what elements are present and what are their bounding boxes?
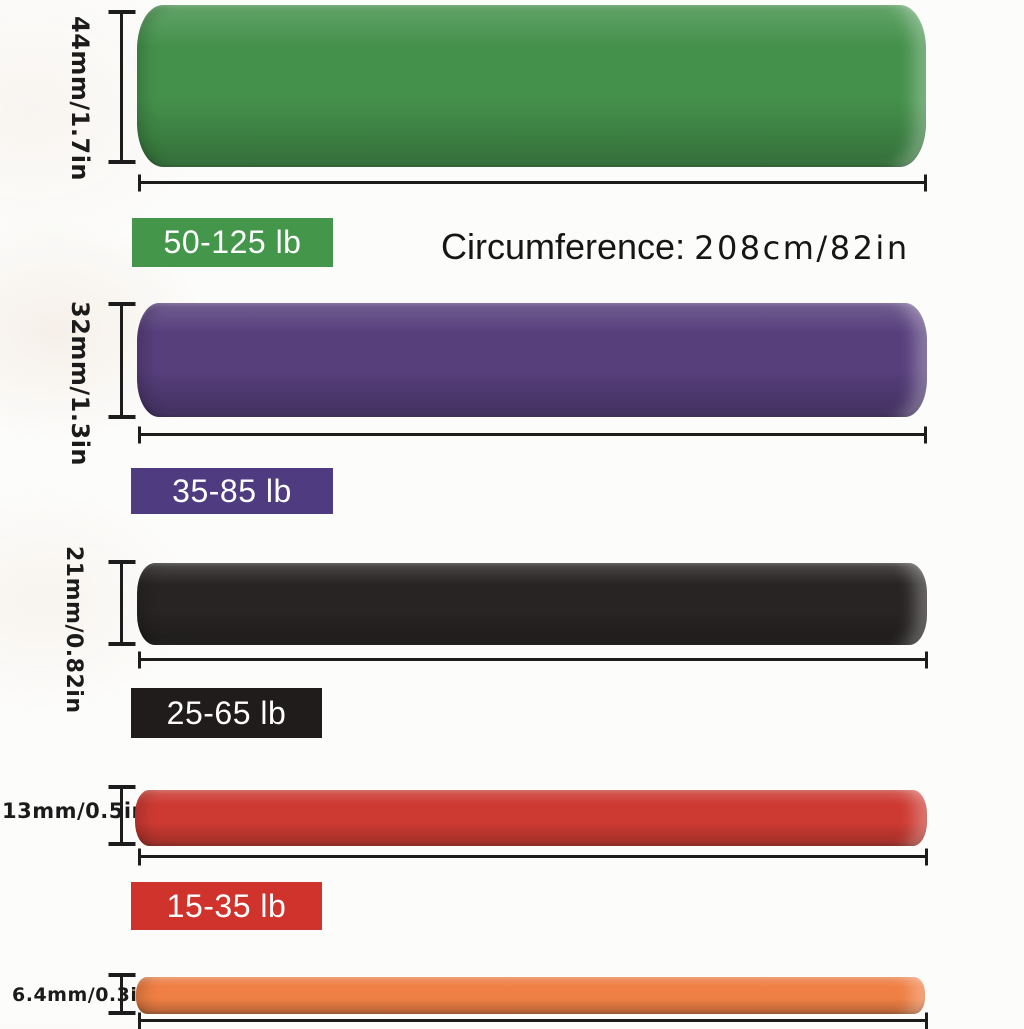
resistance-badge-purple: 35-85 lb <box>131 468 333 514</box>
width-dimension-line-orange <box>120 975 123 1013</box>
width-label-green: 44mm/1.7in <box>66 16 94 182</box>
band-orange <box>136 977 925 1014</box>
length-dimension-line-orange <box>138 1019 928 1022</box>
circumference-caption: Circumference: 208cm/82in <box>441 226 910 268</box>
width-dimension-line-black <box>120 562 123 644</box>
band-green <box>137 5 926 167</box>
resistance-badge-green: 50-125 lb <box>132 218 333 267</box>
band-black <box>137 563 927 645</box>
length-dimension-line-red <box>138 855 928 858</box>
width-dimension-line-green <box>120 12 123 162</box>
band-purple <box>137 303 927 417</box>
circumference-value: 208cm/82in <box>694 229 910 267</box>
length-dimension-line-green <box>138 181 927 184</box>
width-label-orange: 6.4mm/0.3in <box>12 984 152 1006</box>
length-dimension-line-black <box>138 658 928 661</box>
width-label-purple: 32mm/1.3in <box>66 301 94 467</box>
band-red <box>135 790 927 846</box>
width-label-red: 13mm/0.5in <box>2 799 148 823</box>
width-dimension-line-red <box>120 787 123 844</box>
width-dimension-line-purple <box>120 304 123 417</box>
circumference-label: Circumference: <box>441 226 686 267</box>
resistance-badge-black: 25-65 lb <box>131 688 322 738</box>
resistance-badge-red: 15-35 lb <box>131 882 322 930</box>
length-dimension-line-purple <box>138 433 927 436</box>
width-label-black: 21mm/0.82in <box>61 546 86 714</box>
